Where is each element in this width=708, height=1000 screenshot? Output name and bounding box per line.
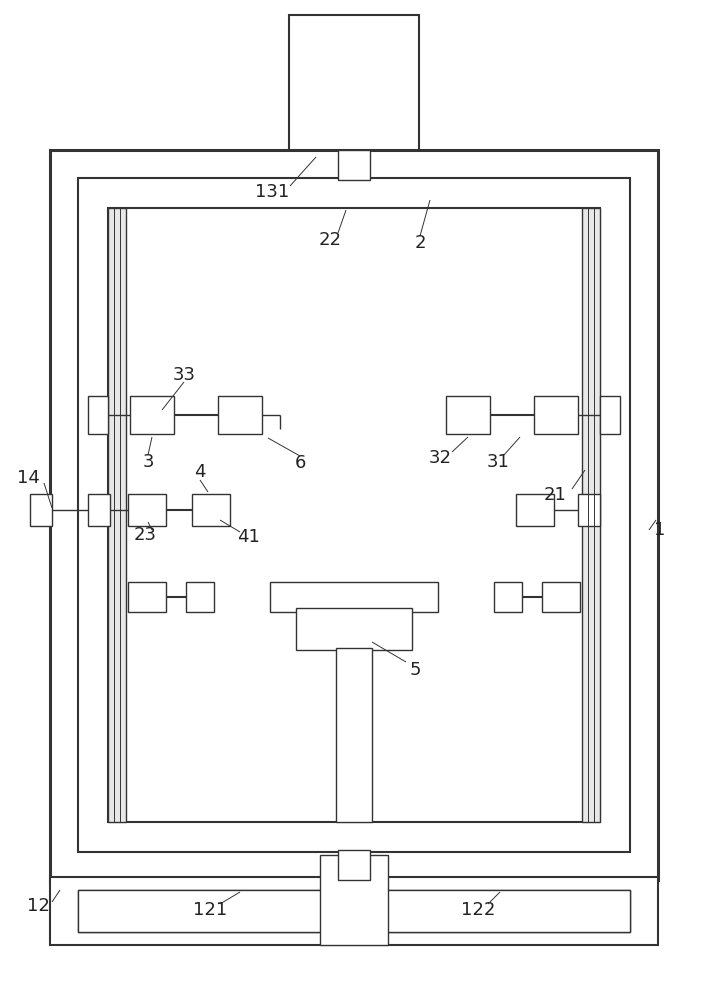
Bar bbox=[192, 494, 230, 526]
Text: 41: 41 bbox=[236, 528, 259, 546]
Bar bbox=[130, 396, 174, 434]
Text: 2: 2 bbox=[414, 234, 426, 252]
Text: 33: 33 bbox=[173, 366, 195, 384]
Bar bbox=[186, 582, 214, 612]
Text: 122: 122 bbox=[461, 901, 495, 919]
Bar bbox=[494, 582, 522, 612]
Bar bbox=[108, 208, 126, 822]
Bar bbox=[340, 153, 368, 175]
Text: 31: 31 bbox=[486, 453, 510, 471]
Text: 21: 21 bbox=[544, 486, 566, 504]
Bar bbox=[534, 396, 578, 434]
Text: 121: 121 bbox=[193, 901, 227, 919]
Text: 14: 14 bbox=[16, 469, 40, 487]
Bar bbox=[78, 890, 330, 932]
Bar bbox=[108, 208, 600, 822]
Text: 32: 32 bbox=[428, 449, 452, 467]
Bar bbox=[542, 582, 580, 612]
Bar bbox=[338, 150, 370, 180]
Bar bbox=[50, 877, 658, 945]
Bar bbox=[320, 855, 388, 945]
Bar bbox=[88, 494, 110, 526]
Text: 3: 3 bbox=[142, 453, 154, 471]
Bar bbox=[380, 890, 630, 932]
Bar bbox=[338, 850, 370, 880]
Text: 5: 5 bbox=[409, 661, 421, 679]
Text: 1: 1 bbox=[654, 521, 666, 539]
Bar bbox=[600, 396, 620, 434]
Bar bbox=[78, 890, 630, 932]
Bar bbox=[289, 15, 419, 155]
Bar bbox=[446, 396, 490, 434]
Bar bbox=[270, 582, 438, 612]
Text: 6: 6 bbox=[295, 454, 306, 472]
Bar bbox=[516, 494, 554, 526]
Bar bbox=[218, 396, 262, 434]
Text: 12: 12 bbox=[27, 897, 50, 915]
Bar bbox=[78, 178, 630, 852]
Bar bbox=[336, 648, 372, 822]
Bar bbox=[578, 494, 600, 526]
Bar bbox=[30, 494, 52, 526]
Text: 4: 4 bbox=[194, 463, 206, 481]
Text: 23: 23 bbox=[134, 526, 156, 544]
Text: 22: 22 bbox=[319, 231, 341, 249]
Text: 131: 131 bbox=[255, 183, 289, 201]
Bar bbox=[296, 608, 412, 650]
Bar bbox=[128, 494, 166, 526]
Bar bbox=[50, 150, 658, 880]
Bar bbox=[88, 396, 108, 434]
Bar bbox=[582, 208, 600, 822]
Bar bbox=[128, 582, 166, 612]
